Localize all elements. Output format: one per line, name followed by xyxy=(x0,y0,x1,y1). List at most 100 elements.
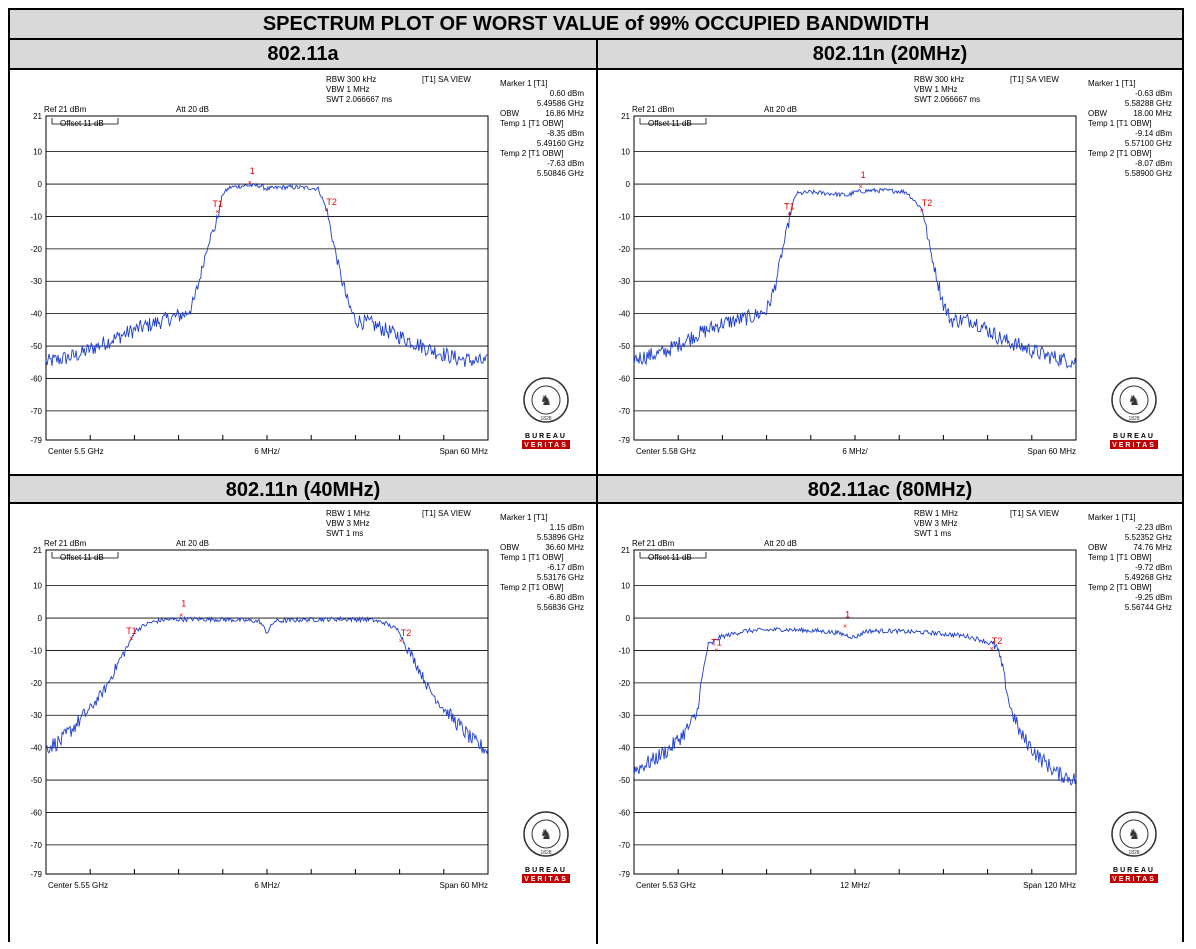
readout-value: 36.60 MHz xyxy=(545,543,584,552)
y-tick-label: -50 xyxy=(30,776,42,785)
logo-seal xyxy=(523,811,569,857)
chart-cell-80211a: RBW 300 kHz VBW 1 MHz SWT 2.066667 ms [T1] … xyxy=(10,70,596,474)
logo-year: 1828 xyxy=(1128,416,1139,422)
ref-label: Ref 21 dBm xyxy=(632,539,675,548)
rbw-label: RBW 300 kHz xyxy=(914,75,964,84)
logo-red-bar xyxy=(1110,440,1158,449)
y-tick-label: -30 xyxy=(30,711,42,720)
readout-label: Temp 1 [T1 OBW] xyxy=(1088,553,1152,562)
logo-text-top: BUREAU xyxy=(525,433,567,440)
vbw-label: VBW 1 MHz xyxy=(914,85,958,94)
offset-label: Offset 11 dB xyxy=(60,119,104,128)
logo-text-bottom: VERITAS xyxy=(524,876,568,883)
readout-label: Marker 1 [T1] xyxy=(500,513,548,522)
div-label: 6 MHz/ xyxy=(254,881,280,890)
y-tick-label: 10 xyxy=(33,582,42,591)
offset-label: Offset 11 dB xyxy=(648,553,692,562)
chart-cell-80211n-20: RBW 300 kHz VBW 1 MHz SWT 2.066667 ms [T1] … xyxy=(598,70,1182,474)
logo-seal-inner xyxy=(1119,819,1149,849)
readout-label: OBW xyxy=(500,543,520,552)
plot-frame xyxy=(633,549,1077,875)
logo-figure-icon: ♞ xyxy=(1128,826,1141,842)
marker-cross: × xyxy=(215,209,219,216)
rbw-label: RBW 300 kHz xyxy=(326,75,376,84)
att-label: Att 20 dB xyxy=(176,539,209,548)
div-label: 6 MHz/ xyxy=(254,447,280,456)
logo-year: 1828 xyxy=(540,850,551,856)
logo-red-bar xyxy=(522,440,570,449)
chart-cell-80211n-40: RBW 1 MHz VBW 3 MHz SWT 1 ms [T1] SA VIEW Re… xyxy=(10,504,596,944)
marker-cross: × xyxy=(859,184,863,191)
y-tick-label: -60 xyxy=(618,374,630,383)
view-label: [T1] SA VIEW xyxy=(422,509,471,518)
chart-cell-80211ac-80: RBW 1 MHz VBW 3 MHz SWT 1 ms [T1] SA VIEW Re… xyxy=(598,504,1182,944)
y-tick-label: -70 xyxy=(30,841,42,850)
vbw-label: VBW 3 MHz xyxy=(326,519,370,528)
logo-red-bar xyxy=(522,874,570,883)
span-label: Span 120 MHz xyxy=(1023,881,1076,890)
header-80211n-40: 802.11n (40MHz) xyxy=(10,474,596,504)
logo-year: 1828 xyxy=(540,416,551,422)
att-label: Att 20 dB xyxy=(176,105,209,114)
readout-label: Temp 2 [T1 OBW] xyxy=(500,149,564,158)
readout-value: 16.86 MHz xyxy=(545,109,584,118)
readout-value: -0.63 dBm xyxy=(1135,89,1172,98)
y-tick-label: -60 xyxy=(30,808,42,817)
readout-value: 5.57100 GHz xyxy=(1125,139,1172,148)
header-80211n-20: 802.11n (20MHz) xyxy=(598,40,1182,70)
y-tick-label: -40 xyxy=(618,744,630,753)
y-tick-label: -40 xyxy=(30,310,42,319)
marker-label: 1 xyxy=(845,609,850,619)
readout-value: -9.25 dBm xyxy=(1135,593,1172,602)
logo-text-bottom: VERITAS xyxy=(1112,876,1156,883)
y-tick-label: 0 xyxy=(38,180,43,189)
swt-label: SWT 2.066667 ms xyxy=(326,95,392,104)
logo-text-top: BUREAU xyxy=(525,867,567,874)
readout-value: 5.49268 GHz xyxy=(1125,573,1172,582)
span-label: Span 60 MHz xyxy=(440,881,488,890)
y-tick-label: -10 xyxy=(618,646,630,655)
readout-label: Marker 1 [T1] xyxy=(1088,513,1136,522)
y-tick-label: -40 xyxy=(30,744,42,753)
marker-label: T1 xyxy=(126,626,137,636)
marker-cross: × xyxy=(324,207,328,214)
y-tick-label: -30 xyxy=(618,711,630,720)
y-tick-label: -10 xyxy=(30,646,42,655)
readout-value: 5.49586 GHz xyxy=(537,99,584,108)
y-tick-label: -60 xyxy=(30,374,42,383)
y-tick-label: -50 xyxy=(618,342,630,351)
y-tick-label: -20 xyxy=(30,679,42,688)
y-tick-label: 0 xyxy=(38,614,43,623)
readout-value: -2.23 dBm xyxy=(1135,523,1172,532)
spectrum-trace xyxy=(633,187,1077,369)
marker-label: 1 xyxy=(250,166,255,176)
center-divider xyxy=(596,40,598,944)
y-tick-label: -70 xyxy=(618,407,630,416)
y-tick-label: 0 xyxy=(626,180,631,189)
logo-figure-icon: ♞ xyxy=(540,826,553,842)
y-tick-label: -20 xyxy=(618,679,630,688)
readout-value: 5.52352 GHz xyxy=(1125,533,1172,542)
center-label: Center 5.5 GHz xyxy=(48,447,104,456)
marker-label: 1 xyxy=(861,170,866,180)
readout-label: Temp 1 [T1 OBW] xyxy=(500,119,564,128)
marker-label: T1 xyxy=(784,202,795,212)
ref-label: Ref 21 dBm xyxy=(44,539,87,548)
readout-label: Temp 2 [T1 OBW] xyxy=(1088,149,1152,158)
span-label: Span 60 MHz xyxy=(440,447,488,456)
table-title: SPECTRUM PLOT OF WORST VALUE of 99% OCCU… xyxy=(10,10,1182,40)
center-label: Center 5.53 GHz xyxy=(636,881,696,890)
readout-value: 5.53176 GHz xyxy=(537,573,584,582)
y-tick-label: -79 xyxy=(30,436,42,445)
readout-label: OBW xyxy=(1088,543,1108,552)
marker-cross: × xyxy=(129,636,133,643)
logo-seal xyxy=(1111,811,1157,857)
marker-cross: × xyxy=(920,208,924,215)
readout-value: 74.76 MHz xyxy=(1133,543,1172,552)
spectrum-trace xyxy=(45,182,489,368)
y-tick-label: -79 xyxy=(30,870,42,879)
logo-year: 1828 xyxy=(1128,850,1139,856)
ref-label: Ref 21 dBm xyxy=(44,105,87,114)
marker-label: T1 xyxy=(711,638,722,648)
